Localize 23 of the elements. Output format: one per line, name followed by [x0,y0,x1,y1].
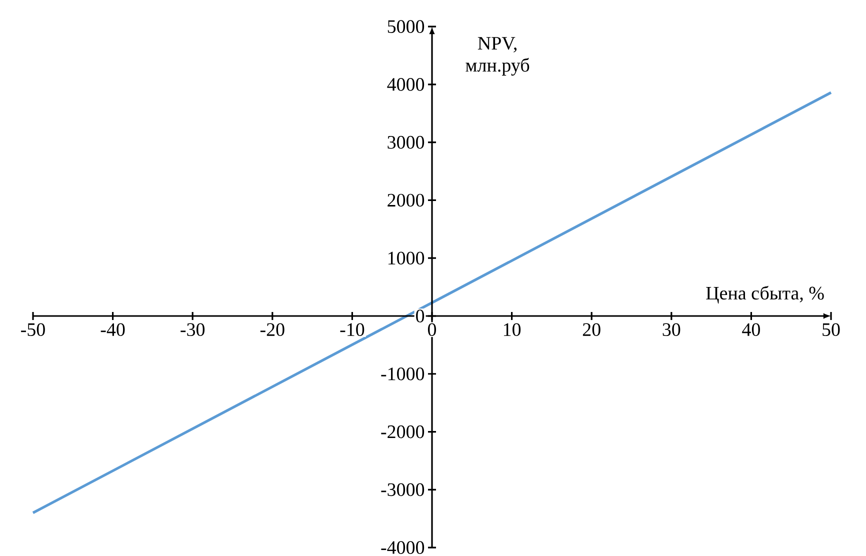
x-tick-label: 10 [504,323,521,336]
y-tick-label: 4000 [387,78,424,91]
x-axis-title: Цена сбыта, % [706,286,824,304]
x-tick-label: 50 [822,323,840,336]
x-tick-label: -40 [100,323,125,336]
y-tick-label: -2000 [381,425,424,438]
x-tick-label: -20 [260,323,284,336]
x-tick-label: 0 [428,323,436,336]
x-tick-label: -50 [21,323,45,336]
y-tick-label: -4000 [381,541,424,554]
x-tick-label: 20 [582,323,600,336]
y-tick-label: 3000 [388,136,424,149]
y-tick-label: -3000 [381,483,424,496]
y-tick-label: -1000 [381,367,424,380]
x-tick-label: 40 [742,323,760,336]
y-tick-label: 0 [416,310,424,322]
x-tick-label: 30 [662,323,680,336]
x-tick-label: -30 [180,323,205,336]
y-axis-title: NPV, млн.руб [466,37,530,76]
y-tick-label: 5000 [388,20,424,33]
y-tick-label: 2000 [388,194,424,207]
y-tick-label: 1000 [388,252,424,265]
x-tick-label: -10 [340,323,364,336]
